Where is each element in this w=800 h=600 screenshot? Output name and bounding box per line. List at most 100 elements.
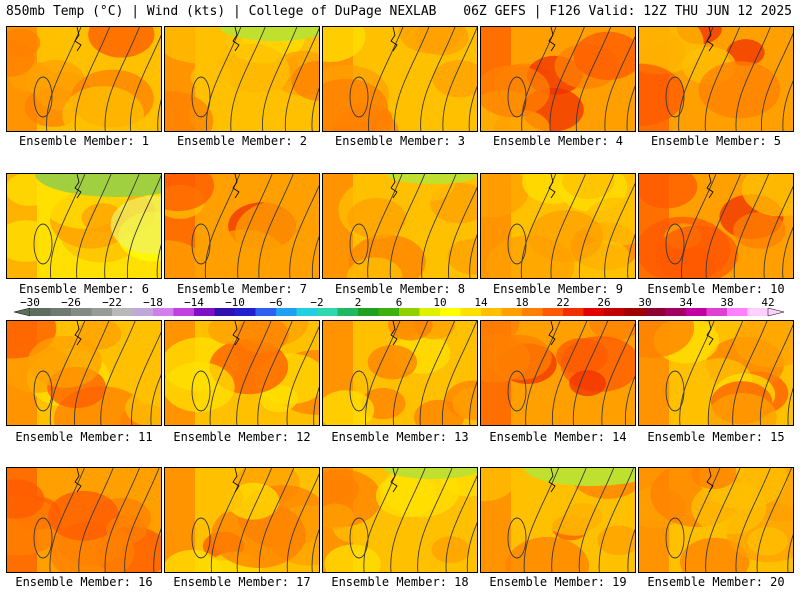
- temperature-blob: [165, 362, 235, 412]
- coastline: [548, 321, 556, 346]
- height-contour: [525, 321, 561, 425]
- height-contour: [468, 85, 477, 131]
- colorbar-tick-label: 26: [597, 296, 610, 309]
- colorbar-swatch: [132, 308, 154, 316]
- temperature-blob: [707, 393, 777, 425]
- height-contour: [665, 76, 685, 118]
- ensemble-member-map: [480, 320, 636, 426]
- height-contour: [209, 321, 245, 425]
- colorbar-tick-label: −26: [61, 296, 81, 309]
- temperature-blob: [487, 334, 552, 381]
- colorbar-arrow-left: [13, 307, 31, 317]
- ensemble-member-label: Ensemble Member: 6: [18, 282, 150, 296]
- colorbar-swatch: [317, 308, 338, 316]
- ensemble-member-map: [164, 467, 320, 573]
- temperature-colorbar: −30 −26 −22 −18 −14 −10 −6 −2 2 6 10 14 18 22 26 30 34 38…: [0, 296, 800, 324]
- height-contour: [349, 223, 369, 265]
- temperature-field: [639, 321, 793, 425]
- colorbar-swatch: [665, 308, 687, 316]
- height-contour: [787, 387, 793, 425]
- height-contour: [704, 27, 741, 131]
- coastline: [232, 321, 240, 346]
- ensemble-member-map: [322, 173, 478, 279]
- cool-region: [220, 27, 319, 41]
- height-contour: [367, 174, 403, 278]
- height-contour: [733, 174, 770, 278]
- height-contour: [707, 321, 744, 425]
- height-contour: [578, 174, 615, 278]
- colorbar-tick-label: −2: [310, 296, 323, 309]
- colorbar-swatch: [378, 308, 400, 316]
- colorbar-swatch: [563, 308, 584, 316]
- colorbar-swatch: [604, 308, 625, 316]
- height-contour: [230, 27, 266, 131]
- height-contour: [78, 468, 114, 572]
- temperature-field: [639, 468, 793, 572]
- temperature-blob: [7, 220, 56, 262]
- temperature-blob: [323, 503, 354, 529]
- coastline: [548, 174, 556, 199]
- height-contour: [523, 468, 560, 572]
- height-contour: [601, 322, 635, 425]
- temperature-blob: [726, 39, 765, 66]
- ensemble-member-label: Ensemble Member: 14: [489, 430, 627, 444]
- height-contour: [421, 174, 457, 278]
- height-contour: [759, 324, 793, 425]
- temperature-blob: [589, 321, 635, 341]
- colorbar-swatch: [501, 308, 523, 316]
- temperature-field: [639, 174, 793, 278]
- temperature-blob: [165, 240, 209, 278]
- temperature-blob: [7, 28, 41, 58]
- height-contour: [417, 468, 453, 572]
- colorbar-swatch: [276, 308, 297, 316]
- temperature-blob: [211, 43, 290, 99]
- height-contour: [236, 321, 272, 425]
- temperature-blob: [199, 482, 244, 514]
- height-contour: [50, 174, 86, 278]
- temperature-blob: [235, 321, 289, 354]
- height-contour: [445, 475, 477, 572]
- height-contour: [627, 528, 635, 572]
- height-contour: [578, 468, 615, 572]
- coastline: [390, 468, 398, 493]
- temperature-blob: [367, 344, 418, 380]
- coastline: [548, 468, 556, 493]
- height-contour: [604, 182, 635, 278]
- temperature-field: [165, 321, 319, 425]
- height-contour: [191, 76, 211, 118]
- temperature-field: [323, 27, 477, 131]
- height-contour: [33, 223, 53, 265]
- height-contour: [104, 468, 140, 572]
- temperature-blob: [528, 210, 604, 263]
- temperature-blob: [556, 338, 608, 375]
- height-contour: [441, 321, 477, 425]
- colorbar-swatch: [747, 308, 769, 316]
- ensemble-member-map: [6, 26, 162, 132]
- ensemble-member-map: [322, 26, 478, 132]
- temperature-blob: [597, 525, 635, 556]
- colorbar-tick-label: 14: [474, 296, 488, 309]
- temperature-field: [7, 321, 161, 425]
- temperature-blob: [639, 174, 698, 209]
- height-contour: [311, 87, 319, 131]
- temperature-blob: [346, 257, 403, 278]
- height-contour: [419, 321, 455, 425]
- height-contour: [210, 468, 247, 572]
- height-contour: [389, 174, 426, 278]
- colorbar-tick-label: 30: [638, 296, 651, 309]
- height-contour: [311, 235, 319, 278]
- temperature-blob: [323, 78, 388, 131]
- height-contour: [685, 468, 721, 572]
- height-contour: [257, 321, 293, 425]
- colorbar-tick-label: −22: [102, 296, 122, 309]
- height-contour: [100, 321, 136, 425]
- temperature-field: [165, 468, 319, 572]
- height-contour: [392, 321, 429, 425]
- height-contour: [258, 174, 294, 278]
- ensemble-member-label: Ensemble Member: 9: [492, 282, 624, 296]
- colorbar-tick-label: −6: [269, 296, 282, 309]
- height-contour: [157, 99, 161, 131]
- ensemble-member-label: Ensemble Member: 12: [173, 430, 311, 444]
- height-contour: [74, 27, 111, 131]
- ensemble-member-map: [164, 320, 320, 426]
